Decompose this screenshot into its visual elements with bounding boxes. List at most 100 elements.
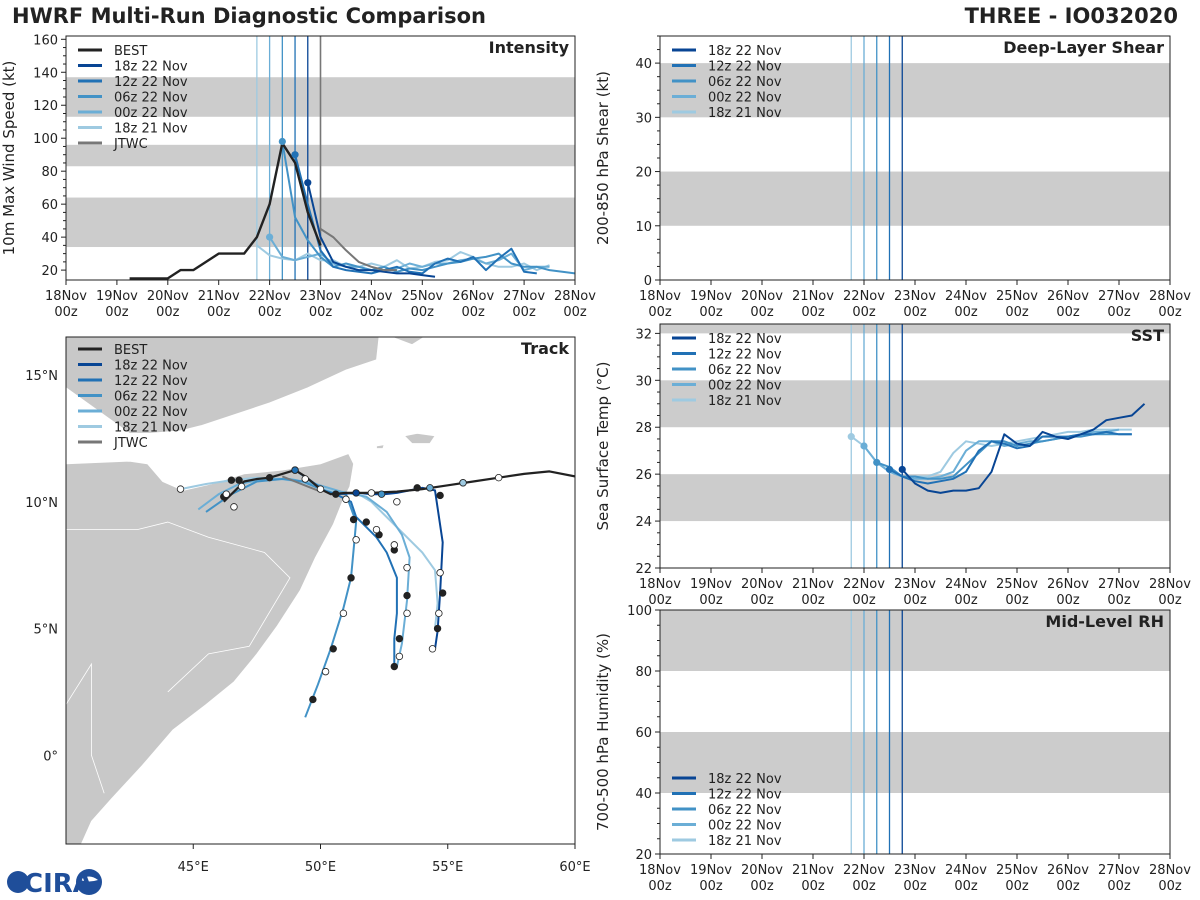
shear-xtick-label-day: 25Nov	[996, 289, 1038, 304]
track-marker	[352, 489, 360, 497]
sst-xtick-label-hour: 00z	[801, 593, 825, 608]
sst-ylabel: Sea Surface Temp (°C)	[594, 361, 612, 530]
sst-series-12z-22-nov	[889, 430, 1132, 485]
sst-xtick-label-hour: 00z	[1107, 593, 1131, 608]
track-legend-label-06z-22-nov: 06z 22 Nov	[114, 390, 188, 405]
intensity-xtick-label-hour: 00z	[563, 305, 587, 320]
track-marker	[362, 518, 371, 526]
track-marker	[413, 484, 421, 492]
rh-xtick-label-hour: 00z	[852, 879, 876, 894]
intensity-xtick-label-day: 23Nov	[300, 289, 342, 304]
shear-xtick-label-hour: 00z	[1107, 305, 1131, 320]
track-marker	[377, 490, 386, 498]
rh-legend-label-06z-22-nov: 06z 22 Nov	[708, 803, 782, 818]
track-ytick-label: 0°	[43, 749, 58, 764]
rh-ylabel: 700-500 hPa Humidity (%)	[594, 633, 612, 831]
track-marker	[222, 490, 231, 498]
sst-marker-12z-22-nov	[885, 465, 894, 474]
intensity-plot-area	[66, 36, 575, 280]
rh-xtick-label-day: 19Nov	[690, 863, 732, 878]
shear-xtick-label-day: 28Nov	[1149, 289, 1191, 304]
intensity-xtick-label-day: 28Nov	[554, 289, 596, 304]
track-panel: 45°E 50°E 55°E 60°E15°N10°N5°N0°TrackBEST18…	[25, 336, 591, 875]
intensity-series-best	[129, 141, 322, 280]
shear-ytick-label: 10	[635, 220, 652, 235]
sst-panel: 22242628303218Nov00z19Nov00z20Nov00z21No…	[594, 323, 1191, 608]
intensity-xtick-label-hour: 00z	[360, 305, 384, 320]
sst-marker-18z-21-nov	[847, 433, 855, 441]
shear-xtick-label-day: 19Nov	[690, 289, 732, 304]
shear-ytick-label: 40	[635, 57, 652, 72]
rh-xtick-label-hour: 00z	[750, 879, 774, 894]
track-marker	[339, 609, 348, 618]
shear-ytick-label: 0	[644, 274, 652, 289]
track-marker	[372, 525, 381, 534]
shear-legend-label-12z-22-nov: 12z 22 Nov	[708, 60, 782, 75]
track-marker	[390, 662, 399, 671]
track-marker	[390, 541, 399, 549]
shear-legend-label-18z-22-nov: 18z 22 Nov	[708, 44, 782, 59]
rh-band-1	[660, 610, 1170, 671]
intensity-ytick-label: 140	[33, 66, 58, 81]
shear-xtick-label-day: 27Nov	[1098, 289, 1140, 304]
border-line	[66, 662, 105, 794]
rh-xtick-label-hour: 00z	[903, 879, 927, 894]
track-marker	[291, 466, 299, 474]
shear-xtick-label-day: 20Nov	[741, 289, 783, 304]
sst-xtick-label-hour: 00z	[1005, 593, 1029, 608]
track-marker	[352, 536, 360, 544]
track-legend-label-00z-22-nov: 00z 22 Nov	[114, 405, 188, 420]
sst-band-2	[660, 324, 1170, 334]
track-xtick-label: 60°E	[559, 860, 590, 875]
intensity-ytick-label: 160	[33, 33, 58, 48]
intensity-marker-00z-22-nov	[266, 233, 274, 241]
sst-series-06z-22-nov	[876, 433, 1132, 480]
sst-series-18z-22-nov	[901, 403, 1146, 494]
track-marker	[301, 475, 309, 483]
shear-plot-area	[660, 36, 1170, 280]
intensity-marker-06z-22-nov	[278, 137, 286, 146]
intensity-series-18z-21-nov	[256, 244, 550, 272]
intensity-xtick-label-hour: 00z	[105, 305, 129, 320]
track-marker	[436, 569, 444, 577]
sst-xtick-label-day: 24Nov	[945, 577, 987, 592]
track-marker	[347, 574, 355, 582]
intensity-legend-label-best: BEST	[114, 44, 147, 59]
track-marker	[237, 482, 246, 491]
land-arabian-peninsula	[66, 337, 380, 434]
shear-xtick-label-hour: 00z	[801, 305, 825, 320]
rh-xtick-label-hour: 00z	[648, 879, 672, 894]
intensity-legend-label-jtwc: JTWC	[113, 137, 148, 152]
intensity-ytick-label: 60	[41, 198, 58, 213]
shear-xtick-label-hour: 00z	[699, 305, 723, 320]
intensity-xtick-label-hour: 00z	[54, 305, 78, 320]
shear-xtick-label-hour: 00z	[750, 305, 774, 320]
rh-panel: 2040608010018Nov00z19Nov00z20Nov00z21Nov…	[594, 604, 1191, 894]
shear-xtick-label-day: 18Nov	[639, 289, 681, 304]
border-line	[66, 521, 291, 693]
track-marker	[342, 495, 350, 503]
shear-xtick-label-day: 21Nov	[792, 289, 834, 304]
sst-plot-area	[660, 324, 1170, 568]
intensity-ytick-label: 20	[41, 264, 58, 279]
rh-xtick-label-hour: 00z	[1107, 879, 1131, 894]
rh-xtick-label-hour: 00z	[1158, 879, 1182, 894]
cira-logo: CIRA	[7, 869, 102, 899]
track-title: Track	[521, 339, 569, 358]
sst-xtick-label-day: 25Nov	[996, 577, 1038, 592]
sst-xtick-label-hour: 00z	[852, 593, 876, 608]
intensity-xtick-label-day: 24Nov	[350, 289, 392, 304]
intensity-xtick-label-day: 26Nov	[452, 289, 494, 304]
shear-legend-label-18z-21-nov: 18z 21 Nov	[708, 106, 782, 121]
rh-band-0	[660, 732, 1170, 793]
intensity-ytick-label: 100	[33, 132, 58, 147]
intensity-marker-12z-22-nov	[291, 151, 299, 159]
track-legend-label-18z-21-nov: 18z 21 Nov	[114, 421, 188, 436]
rh-xtick-label-day: 27Nov	[1098, 863, 1140, 878]
rh-ytick-label: 60	[635, 726, 652, 741]
rh-plot-area	[660, 610, 1170, 854]
rh-xtick-label-day: 21Nov	[792, 863, 834, 878]
rh-xtick-label-day: 24Nov	[945, 863, 987, 878]
track-marker	[433, 624, 442, 633]
sst-xtick-label-day: 19Nov	[690, 577, 732, 592]
